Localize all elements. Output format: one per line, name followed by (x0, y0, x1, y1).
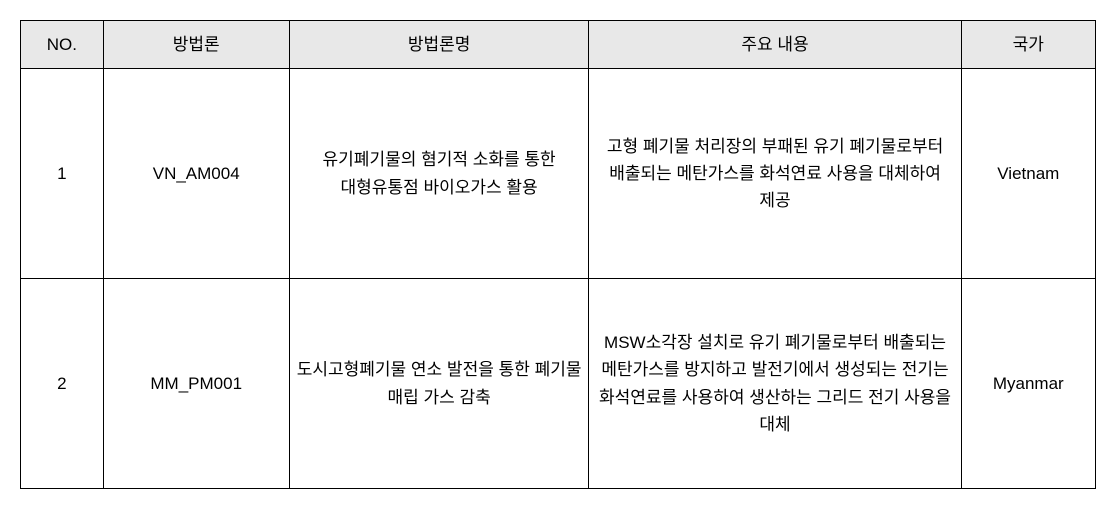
cell-methodname: 유기폐기물의 혐기적 소화를 통한 대형유통점 바이오가스 활용 (289, 69, 589, 279)
cell-content: 고형 폐기물 처리장의 부패된 유기 폐기물로부터 배출되는 메탄가스를 화석연… (589, 69, 961, 279)
table-header: NO. 방법론 방법론명 주요 내용 국가 (21, 21, 1096, 69)
table-row: 1 VN_AM004 유기폐기물의 혐기적 소화를 통한 대형유통점 바이오가스… (21, 69, 1096, 279)
header-no: NO. (21, 21, 104, 69)
header-method: 방법론 (103, 21, 289, 69)
cell-method: MM_PM001 (103, 279, 289, 489)
cell-methodname: 도시고형폐기물 연소 발전을 통한 폐기물 매립 가스 감축 (289, 279, 589, 489)
table-row: 2 MM_PM001 도시고형폐기물 연소 발전을 통한 폐기물 매립 가스 감… (21, 279, 1096, 489)
cell-content: MSW소각장 설치로 유기 폐기물로부터 배출되는 메탄가스를 방지하고 발전기… (589, 279, 961, 489)
header-methodname: 방법론명 (289, 21, 589, 69)
methodology-table: NO. 방법론 방법론명 주요 내용 국가 1 VN_AM004 유기폐기물의 … (20, 20, 1096, 489)
cell-method: VN_AM004 (103, 69, 289, 279)
cell-country: Myanmar (961, 279, 1095, 489)
header-country: 국가 (961, 21, 1095, 69)
header-row: NO. 방법론 방법론명 주요 내용 국가 (21, 21, 1096, 69)
cell-no: 1 (21, 69, 104, 279)
table-body: 1 VN_AM004 유기폐기물의 혐기적 소화를 통한 대형유통점 바이오가스… (21, 69, 1096, 489)
header-content: 주요 내용 (589, 21, 961, 69)
cell-country: Vietnam (961, 69, 1095, 279)
cell-no: 2 (21, 279, 104, 489)
